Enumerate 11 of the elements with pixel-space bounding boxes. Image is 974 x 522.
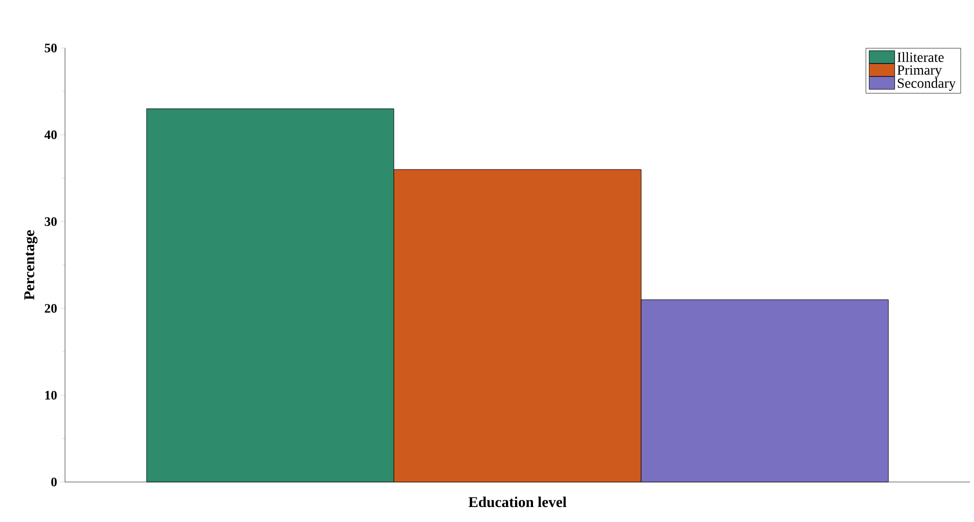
legend-label: Primary: [897, 65, 942, 78]
x-axis-title: Education level: [468, 496, 566, 508]
y-tick-label: 30: [44, 217, 57, 226]
legend-label: Illiterate: [897, 52, 944, 62]
y-tick-label: 20: [44, 304, 57, 313]
y-axis-title: Percentage: [24, 230, 38, 300]
legend-label: Secondary: [898, 78, 956, 91]
y-tick-label: 10: [45, 390, 57, 400]
y-tick-label: 40: [44, 130, 57, 140]
y-tick-label: 0: [51, 478, 57, 486]
y-tick-label: 50: [44, 44, 57, 52]
